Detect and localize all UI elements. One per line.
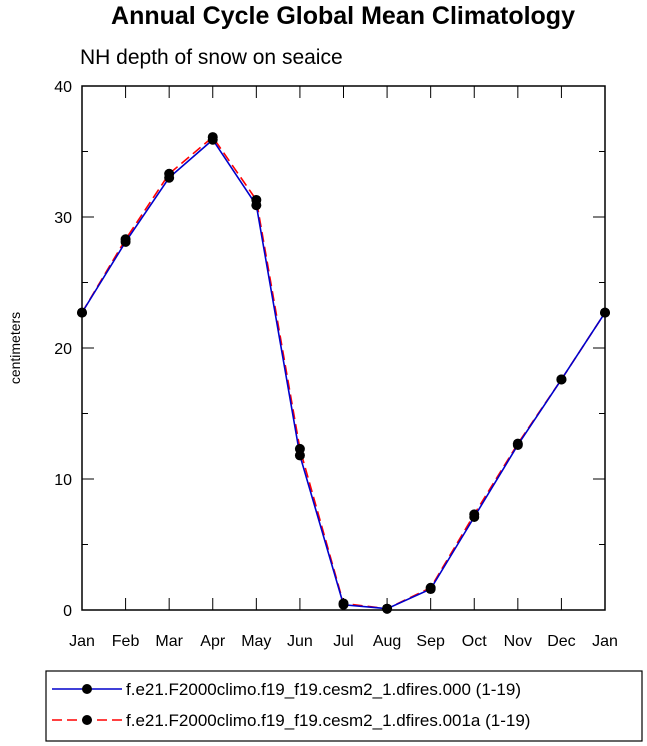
series-point-0 [469, 511, 480, 522]
series-point-0 [425, 584, 436, 595]
series-point-0 [338, 599, 349, 610]
series-line-0 [81, 138, 606, 610]
y-tick-label: 40 [54, 79, 72, 96]
series-point-0 [207, 134, 218, 145]
legend-box [45, 670, 643, 742]
y-tick-label: 30 [54, 210, 72, 227]
legend-label-0: f.e21.F2000climo.f19_f19.cesm2_1.dfires.… [126, 680, 521, 699]
x-tick-label: Mar [155, 633, 183, 650]
axis-ticks: 0 10 20 30 40 Jan Feb Mar Apr May Jun Jul Aug Sep Oct N… [54, 79, 618, 650]
legend: f.e21.F2000climo.f19_f19.cesm2_1.dfires.… [45, 670, 643, 742]
series-point-0 [120, 236, 131, 247]
y-axis-label: centimeters [7, 312, 23, 384]
series-point-0 [600, 307, 610, 318]
x-tick-label: Jan [69, 633, 95, 650]
x-tick-label: Feb [112, 633, 140, 650]
plot-frame [81, 85, 606, 611]
series-layer [77, 132, 610, 614]
series-line-1 [81, 135, 606, 610]
series-point-0 [512, 439, 523, 450]
x-tick-label: Sep [416, 633, 445, 650]
y-tick-label: 0 [63, 603, 72, 620]
x-tick-label: May [241, 633, 271, 650]
legend-label-1: f.e21.F2000climo.f19_f19.cesm2_1.dfires.… [126, 711, 530, 730]
y-tick-label: 10 [54, 472, 72, 489]
series-point-0 [294, 450, 305, 461]
x-tick-label: Jun [287, 633, 313, 650]
series-point-0 [382, 603, 393, 614]
legend-marker-1 [82, 715, 92, 725]
series-point-0 [251, 200, 262, 211]
series-point-0 [77, 307, 87, 318]
series-point-0 [164, 172, 175, 183]
chart-subtitle: NH depth of snow on seaice [80, 46, 343, 69]
x-tick-label: Nov [504, 633, 532, 650]
x-tick-label: Dec [547, 633, 575, 650]
x-tick-label: Jul [333, 633, 353, 650]
y-tick-label: 20 [54, 341, 72, 358]
x-tick-label: Apr [200, 633, 226, 650]
x-tick-label: Oct [462, 633, 487, 650]
series-point-0 [556, 374, 567, 385]
x-tick-label: Aug [373, 633, 401, 650]
chart-title: Annual Cycle Global Mean Climatology [111, 2, 575, 30]
legend-marker-0 [82, 684, 92, 694]
x-tick-label: Jan [592, 633, 618, 650]
